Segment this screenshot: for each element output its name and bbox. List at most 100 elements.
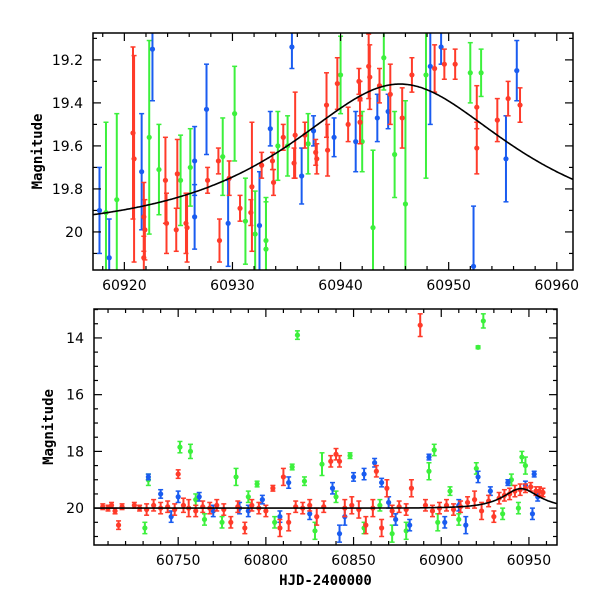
data-point-green — [187, 443, 194, 460]
data-point-blue — [393, 513, 399, 526]
data-point-red — [216, 218, 223, 263]
marker — [131, 502, 137, 508]
marker — [505, 479, 511, 486]
marker — [514, 68, 520, 74]
marker — [505, 95, 511, 102]
data-point-red — [293, 500, 299, 514]
data-point-red — [200, 500, 206, 514]
data-point-red — [384, 479, 390, 498]
marker — [329, 485, 336, 491]
marker — [219, 519, 225, 525]
plot-area — [94, 313, 557, 543]
marker — [363, 522, 369, 528]
data-point-red — [141, 235, 147, 270]
x-tick-label: 60930 — [210, 278, 255, 294]
marker — [180, 502, 187, 508]
marker — [403, 528, 409, 534]
data-point-red — [173, 207, 179, 253]
data-point-red — [474, 121, 480, 175]
marker — [531, 471, 537, 477]
data-point-red — [259, 151, 265, 179]
x-tick-label: 60800 — [244, 553, 289, 569]
marker — [473, 465, 479, 472]
data-point-red — [263, 504, 269, 518]
data-point-blue — [379, 477, 385, 488]
marker — [345, 121, 351, 128]
marker — [204, 177, 211, 183]
marker — [156, 166, 162, 173]
marker — [426, 454, 432, 460]
marker — [270, 485, 276, 491]
marker — [384, 485, 390, 491]
marker — [487, 488, 493, 494]
data-point-red — [452, 48, 458, 80]
marker — [259, 497, 265, 503]
data-point-green — [467, 41, 473, 104]
marker — [372, 460, 378, 466]
marker — [192, 214, 198, 220]
data-point-red — [417, 313, 423, 338]
marker — [350, 474, 357, 480]
data-point-blue — [203, 63, 210, 156]
marker — [225, 220, 231, 226]
marker — [438, 44, 444, 50]
data-point-red — [345, 106, 351, 143]
marker — [145, 474, 151, 480]
data-point-green — [305, 112, 311, 175]
data-point-blue — [407, 518, 413, 532]
marker — [112, 508, 118, 514]
x-tick-label: 60750 — [156, 553, 201, 569]
x-tick-label: 60920 — [102, 278, 147, 294]
data-point-red — [408, 479, 415, 498]
marker — [324, 147, 331, 153]
marker — [192, 158, 198, 164]
marker — [163, 220, 170, 226]
marker — [336, 458, 343, 464]
marker — [249, 184, 255, 190]
data-point-red — [292, 91, 298, 179]
marker — [456, 516, 462, 523]
marker — [210, 508, 216, 514]
data-point-red — [443, 498, 450, 512]
marker — [323, 102, 330, 108]
data-point-green — [478, 48, 484, 98]
data-point-blue — [475, 470, 481, 484]
marker — [142, 227, 148, 233]
data-point-blue — [289, 33, 295, 70]
marker — [245, 494, 251, 500]
marker — [277, 514, 283, 520]
data-point-red — [367, 44, 373, 111]
data-point-green — [201, 513, 208, 526]
data-point-red — [517, 87, 523, 124]
marker — [367, 74, 373, 80]
data-point-red — [528, 481, 534, 492]
data-point-red — [221, 503, 227, 516]
data-point-red — [321, 500, 327, 514]
marker — [259, 162, 265, 168]
data-point-blue — [438, 33, 444, 65]
marker — [286, 519, 292, 525]
marker — [87, 234, 92, 239]
data-point-green — [242, 177, 249, 265]
data-point-red — [180, 497, 187, 514]
marker — [220, 154, 226, 160]
y-tick-label: 19.4 — [52, 96, 83, 112]
data-point-red — [478, 501, 485, 521]
marker — [373, 468, 379, 474]
marker — [529, 511, 536, 517]
data-point-red — [307, 498, 313, 512]
marker — [96, 207, 103, 214]
data-point-blue — [386, 496, 392, 509]
marker — [277, 525, 283, 531]
data-point-blue — [487, 486, 493, 497]
data-point-green — [146, 39, 152, 235]
data-point-green — [447, 486, 453, 497]
data-point-green — [515, 501, 522, 515]
y-tick-label: 14 — [66, 331, 84, 347]
data-point-green — [402, 99, 409, 270]
data-point-red — [277, 518, 283, 538]
data-point-green — [232, 65, 238, 162]
marker — [254, 481, 260, 487]
data-point-green — [333, 490, 339, 504]
data-point-green — [263, 201, 269, 270]
